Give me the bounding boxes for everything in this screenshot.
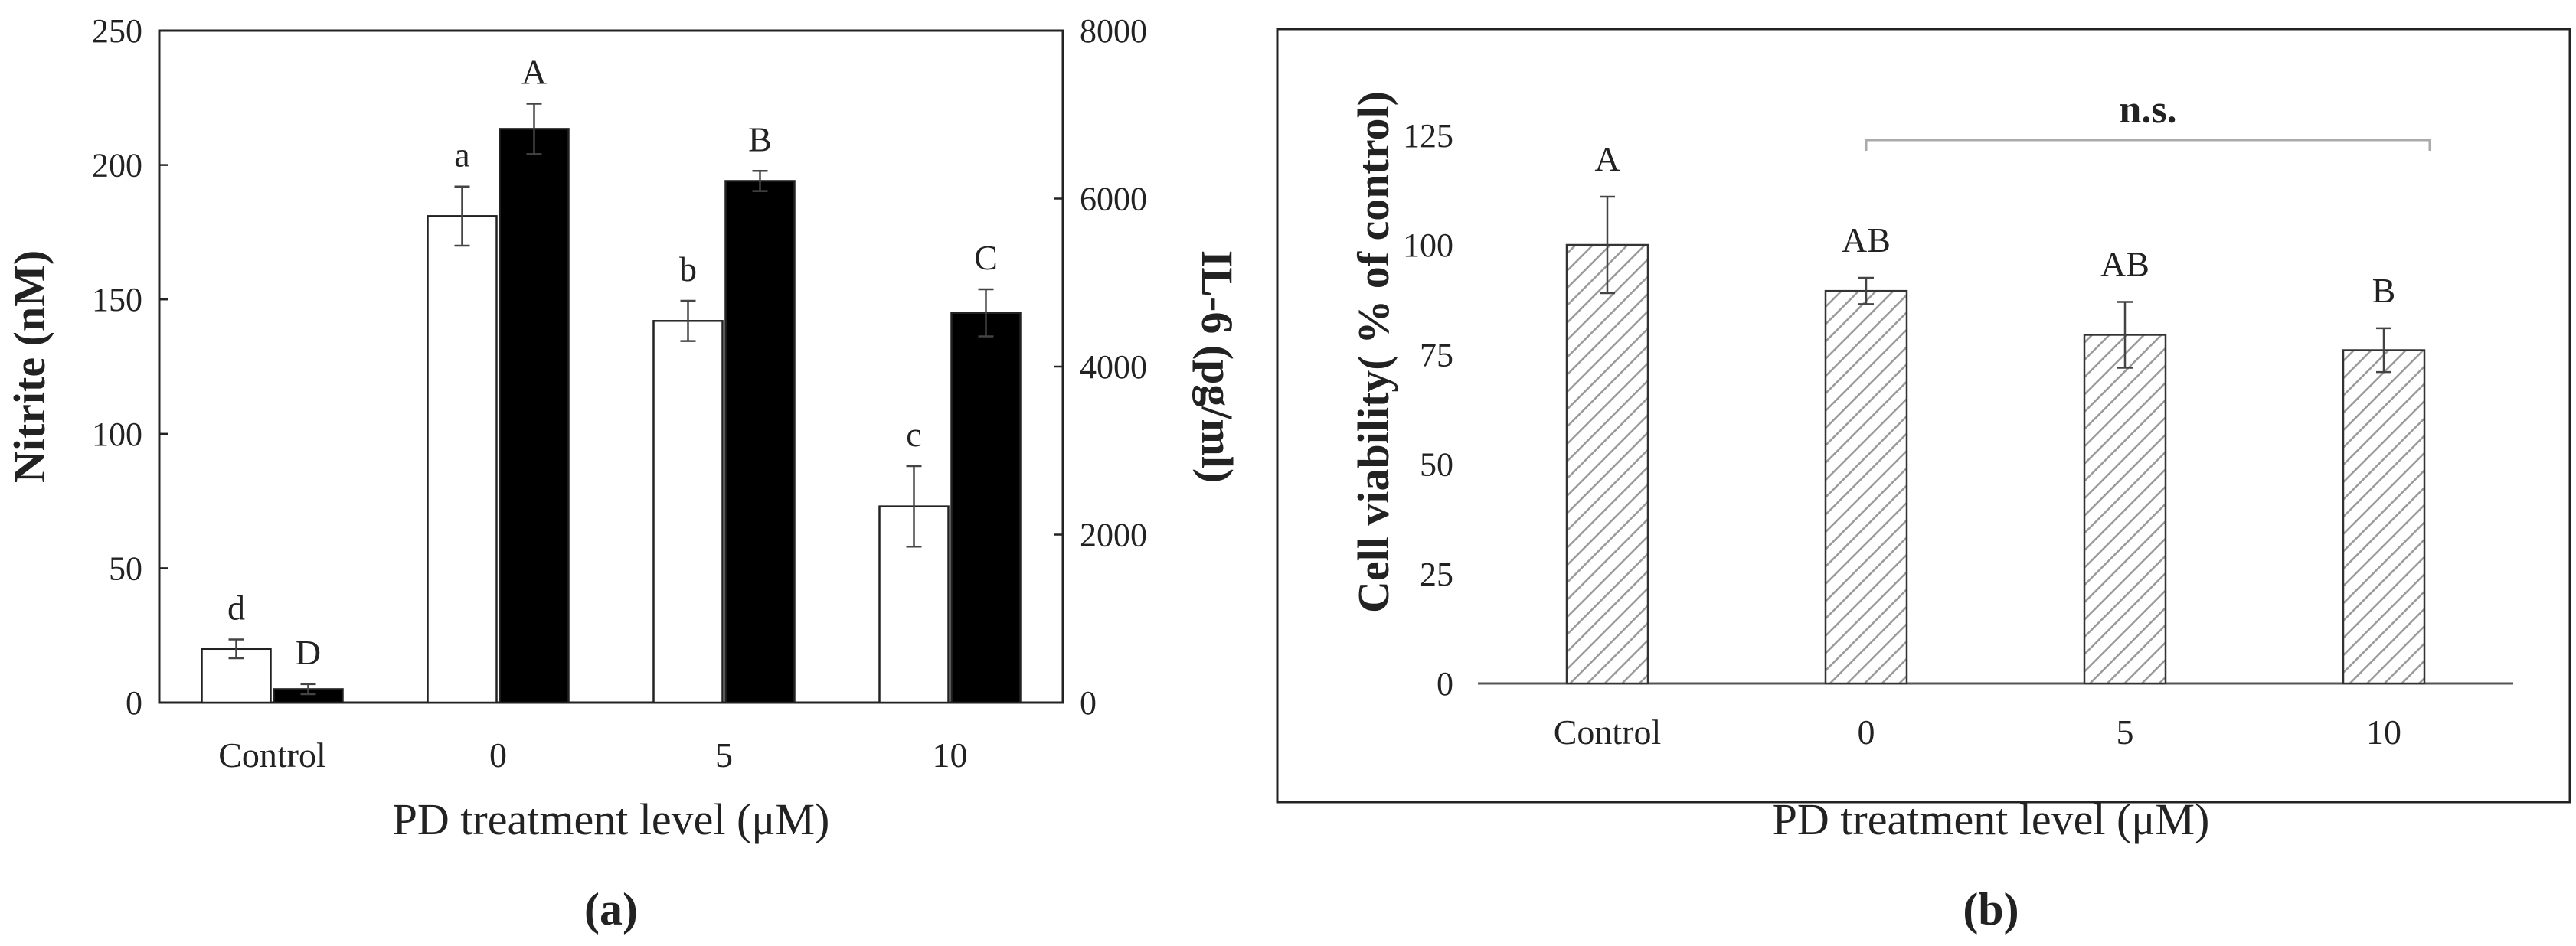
chart-b-tick-label: 100 [1403,227,1453,264]
chart-a-sig-letter: B [748,119,772,158]
chart-b-panel-label: (b) [1963,884,2019,935]
chart-a-error-bar [454,185,470,247]
chart-a-category-label: 0 [489,736,507,775]
chart-a-sig-letter: a [454,135,469,175]
chart-b-tick-label: 0 [1437,665,1453,703]
chart-a-sig-letter: D [296,633,321,672]
chart-b-category-label: Control [1554,713,1662,752]
chart-a-sig-letter: b [679,250,697,289]
ns-label: n.s. [2119,88,2176,132]
chart-b-category-label: 10 [2366,713,2401,752]
chart-b-ticks: 0 25 50 75 100 125 [1403,117,1453,703]
chart-a-bar-il-6 [950,312,1022,704]
chart-a-left-tick-label: 50 [109,550,142,587]
chart-a-right-tick-label: 4000 [1080,348,1147,386]
chart-b-sig-letter: AB [1842,220,1891,259]
chart-b-tick-label: 75 [1420,336,1453,374]
chart-a-categories: Control 0 5 10 [218,736,967,775]
ns-bracket [1865,139,2431,151]
chart-a-right-tick-label: 2000 [1080,517,1147,554]
chart-a-error-bar [526,103,542,155]
chart-a-right-tick-label: 0 [1080,684,1097,722]
chart-a-right-tick-label: 6000 [1080,181,1147,218]
chart-b-tick-label: 50 [1420,446,1453,484]
chart-a-bar-il-6 [499,128,570,704]
chart-b: 0 25 50 75 100 125 A AB AB B Control 0 5 10 n.s. Ce… [1276,28,2571,935]
chart-a-error-bar [300,683,316,696]
chart-b-sig-letter: A [1594,139,1620,178]
chart-b-chart-frame [1276,28,2571,804]
chart-a-category-label: Control [218,736,326,775]
chart-b-bars: A AB AB B [1565,139,2426,685]
chart-a-sig-letter: A [521,52,547,91]
chart-b-y-axis-label: Cell viability( % of control) [1348,91,1398,613]
chart-b-error-bar [1600,195,1615,295]
chart-a-right-tick-label: 8000 [1080,12,1147,50]
chart-b-x-axis-label: PD treatment level (μM) [1773,794,2210,844]
chart-b-sig-letter: AB [2100,244,2149,283]
chart-a-bar-nitrite [652,320,724,704]
chart-a-bars: d Da Ab Bc C [201,52,1022,704]
chart-a-bar-nitrite [427,215,498,704]
chart-a-sig-letter: c [906,415,921,454]
chart-b-error-bar [2117,301,2133,369]
chart-a-error-bar [978,288,994,338]
chart-a-y-axis-label: Nitrite (nM) [5,250,54,483]
chart-b-categories: Control 0 5 10 [1554,713,2401,752]
chart-a-sig-letter: C [974,238,998,277]
chart-b-error-bar [2376,327,2391,374]
chart-a-sig-letter: d [227,588,245,627]
chart-a-bar-il-6 [724,180,796,704]
chart-a-left-tick-label: 200 [92,147,142,184]
chart-b-sig-letter: B [2372,271,2396,310]
chart-a-error-bar [752,170,768,192]
chart-b-tick-label: 25 [1420,556,1453,593]
chart-b-error-bar [1858,276,1874,305]
chart-a-right-ticks: 0 2000 4000 6000 8000 [1054,12,1147,722]
chart-a-error-bar [906,465,922,548]
chart-b-bar [2342,349,2426,685]
chart-a-left-ticks: 0 50 100 150 200 250 [92,12,168,722]
chart-a-panel-label: (a) [584,884,638,935]
chart-b-tick-label: 125 [1403,117,1453,155]
chart-a-category-label: 10 [933,736,968,775]
chart-a-y-axis-label-right: IL-6 (pg/ml) [1192,250,1242,484]
chart-b-category-label: 5 [2117,713,2134,752]
chart-b-bar [1824,289,1908,685]
chart-a-left-tick-label: 100 [92,416,142,453]
chart-a-left-tick-label: 150 [92,281,142,318]
chart-b-category-label: 0 [1858,713,1875,752]
chart-a-left-tick-label: 0 [126,684,142,722]
chart-a-error-bar [228,638,244,660]
chart-a-x-axis-label: PD treatment level (μM) [393,794,830,844]
chart-a-left-tick-label: 250 [92,12,142,50]
chart-b-bar [1565,243,1649,685]
chart-a-category-label: 5 [715,736,733,775]
chart-a-error-bar [680,299,696,342]
chart-b-bar [2083,334,2167,685]
